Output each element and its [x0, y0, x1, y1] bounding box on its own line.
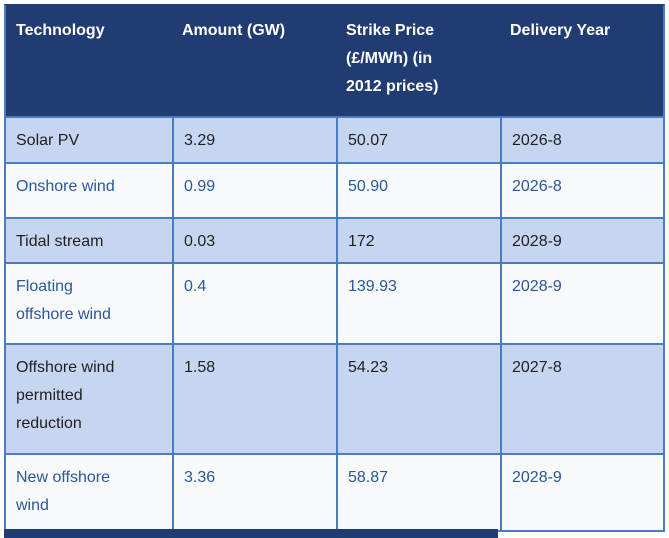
cell-amount: 0.03 — [172, 219, 336, 262]
cell-technology: Solar PV — [16, 132, 80, 149]
cell-delivery-year: 2026-8 — [500, 118, 663, 162]
column-header-technology: Technology — [16, 22, 105, 39]
table-row: Onshore wind 0.99 50.90 2026-8 — [6, 162, 663, 217]
cell-technology: New offshore wind — [16, 469, 110, 514]
column-header-strike-price: Strike Price (£/MWh) (in 2012 prices) — [346, 22, 439, 95]
cell-delivery-year: 2028-9 — [500, 455, 663, 530]
table-row: Tidal stream 0.03 172 2028-9 — [6, 217, 663, 262]
technology-table: Technology Amount (GW) Strike Price (£/M… — [4, 4, 665, 532]
cell-delivery-year: 2026-8 — [500, 164, 663, 217]
cell-technology: Tidal stream — [16, 233, 104, 250]
cell-strike-price: 139.93 — [336, 264, 500, 343]
cell-amount: 0.99 — [172, 164, 336, 217]
cell-amount: 3.36 — [172, 455, 336, 530]
cell-strike-price: 172 — [336, 219, 500, 262]
bottom-accent-bar — [4, 529, 498, 538]
table-header-row: Technology Amount (GW) Strike Price (£/M… — [6, 6, 663, 116]
table-row: Solar PV 3.29 50.07 2026-8 — [6, 116, 663, 162]
cell-technology: Onshore wind — [16, 178, 115, 195]
cell-technology: Offshore wind permitted reduction — [16, 359, 115, 432]
column-header-amount: Amount (GW) — [182, 22, 286, 39]
cell-amount: 3.29 — [172, 118, 336, 162]
cell-technology: Floating offshore wind — [16, 278, 111, 323]
cell-strike-price: 50.07 — [336, 118, 500, 162]
cell-delivery-year: 2027-8 — [500, 345, 663, 453]
cell-strike-price: 50.90 — [336, 164, 500, 217]
table-row: Offshore wind permitted reduction 1.58 5… — [6, 343, 663, 453]
column-header-delivery-year: Delivery Year — [510, 22, 611, 39]
cell-amount: 1.58 — [172, 345, 336, 453]
cell-amount: 0.4 — [172, 264, 336, 343]
cell-delivery-year: 2028-9 — [500, 264, 663, 343]
cell-delivery-year: 2028-9 — [500, 219, 663, 262]
cell-strike-price: 54.23 — [336, 345, 500, 453]
table-row: New offshore wind 3.36 58.87 2028-9 — [6, 453, 663, 530]
table-row: Floating offshore wind 0.4 139.93 2028-9 — [6, 262, 663, 343]
cell-strike-price: 58.87 — [336, 455, 500, 530]
